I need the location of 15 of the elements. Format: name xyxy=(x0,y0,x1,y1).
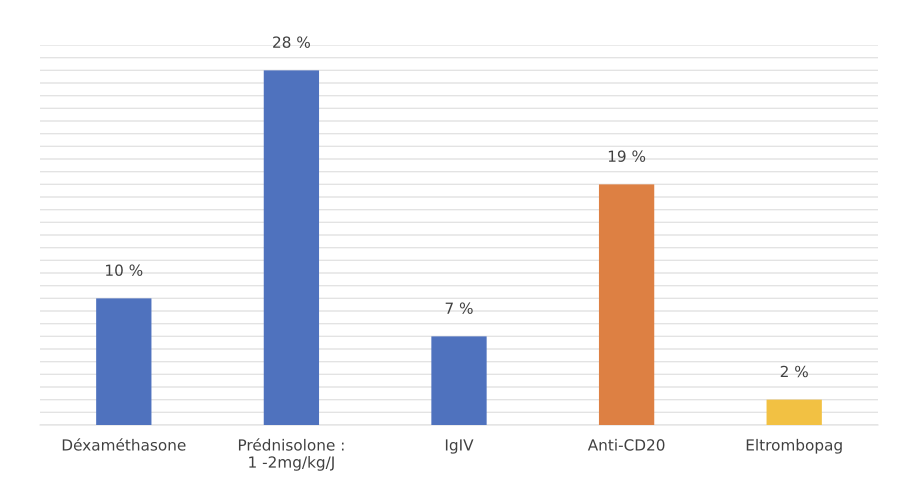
data-label: 7 % xyxy=(446,302,473,314)
x-tick-label: Anti-CD20 xyxy=(588,438,664,451)
bar xyxy=(264,70,320,425)
data-label: 2 % xyxy=(780,366,808,378)
x-tick-label: Eltrombopag xyxy=(746,438,842,454)
bar xyxy=(96,298,152,425)
bar xyxy=(766,400,822,425)
x-tick-label: IgIV xyxy=(446,439,474,454)
x-tick-label: Prédnisolone : 1 -2mg/kg/J xyxy=(238,438,344,471)
x-tick-label: Déxaméthasone xyxy=(62,438,186,451)
data-label: 19 % xyxy=(608,150,646,162)
data-label: 28 % xyxy=(273,36,310,48)
data-label: 10 % xyxy=(106,264,142,276)
bar xyxy=(431,336,487,425)
bar xyxy=(598,184,654,425)
